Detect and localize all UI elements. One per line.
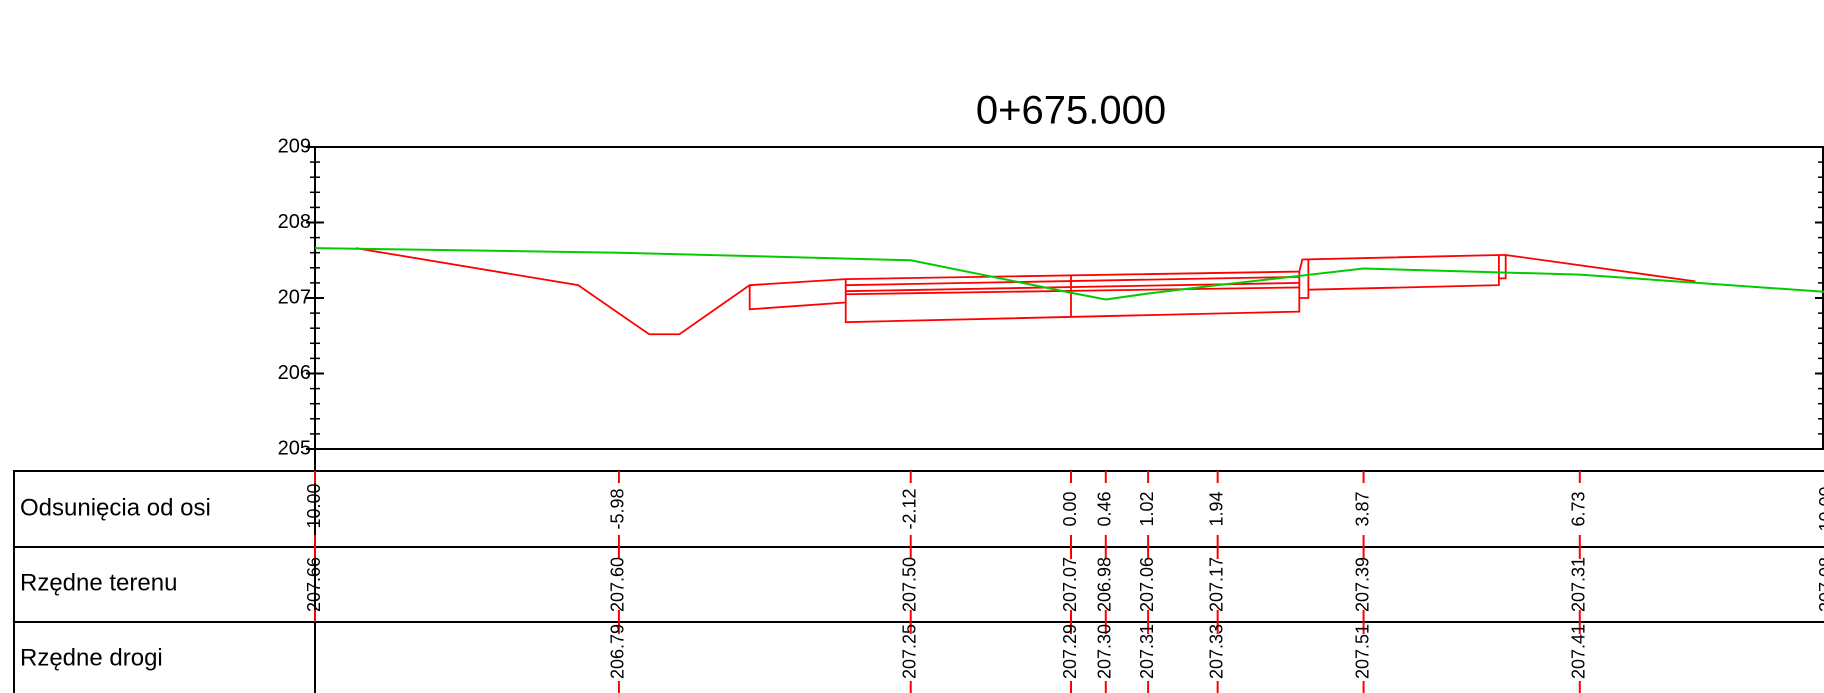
table-value: 207.51 xyxy=(1352,624,1372,679)
y-tick-label: 207 xyxy=(278,286,311,308)
table-value: 1.94 xyxy=(1206,491,1226,526)
plot-frame xyxy=(314,146,1824,450)
table-value: 207.08 xyxy=(1816,557,1824,612)
y-tick-label: 208 xyxy=(278,211,311,233)
table-value: 207.41 xyxy=(1569,624,1589,679)
table-value: 207.31 xyxy=(1569,557,1589,612)
chart-title: 0+675.000 xyxy=(976,89,1166,133)
table-frame xyxy=(13,470,1824,693)
table-value: 207.07 xyxy=(1060,557,1080,612)
table-value: 207.66 xyxy=(304,557,324,612)
terrain-line xyxy=(314,247,1824,301)
table-value: 0.46 xyxy=(1095,491,1115,526)
table-value: 207.50 xyxy=(899,557,919,612)
table-value: 207.33 xyxy=(1206,624,1226,679)
table-value: -2.12 xyxy=(899,488,919,529)
table-value: 6.73 xyxy=(1569,491,1589,526)
table-value: -10.00 xyxy=(304,483,324,534)
road-outline xyxy=(748,285,846,311)
table-value: 206.98 xyxy=(1095,557,1115,612)
table-value: 0.00 xyxy=(1060,491,1080,526)
table-value: 207.39 xyxy=(1352,557,1372,612)
table-value: -5.98 xyxy=(608,488,628,529)
road-outline xyxy=(845,275,1300,287)
road-outline xyxy=(844,271,1301,324)
table-value: 207.17 xyxy=(1206,557,1226,612)
table-value: 206.79 xyxy=(608,624,628,679)
road-outline xyxy=(1308,254,1500,291)
road-outline xyxy=(1299,259,1310,299)
table-value: 207.60 xyxy=(608,557,628,612)
table-value: 1.02 xyxy=(1137,491,1157,526)
table-value: 10.00 xyxy=(1816,486,1824,531)
road-outline xyxy=(845,286,1300,296)
table-value: 207.06 xyxy=(1137,557,1157,612)
table-value: 207.30 xyxy=(1095,624,1115,679)
y-tick-label: 209 xyxy=(278,135,311,157)
row-label: Rzędne drogi xyxy=(20,644,163,671)
row-label: Rzędne terenu xyxy=(20,569,177,596)
y-tick-label: 205 xyxy=(278,437,311,459)
table-value: 207.29 xyxy=(1060,624,1080,679)
table-value: 207.31 xyxy=(1137,624,1157,679)
table-value: 3.87 xyxy=(1352,491,1372,526)
row-label: Odsunięcia od osi xyxy=(20,494,211,521)
road-outline xyxy=(1498,254,1507,280)
y-tick-label: 206 xyxy=(278,362,311,384)
table-value: 207.25 xyxy=(899,624,919,679)
